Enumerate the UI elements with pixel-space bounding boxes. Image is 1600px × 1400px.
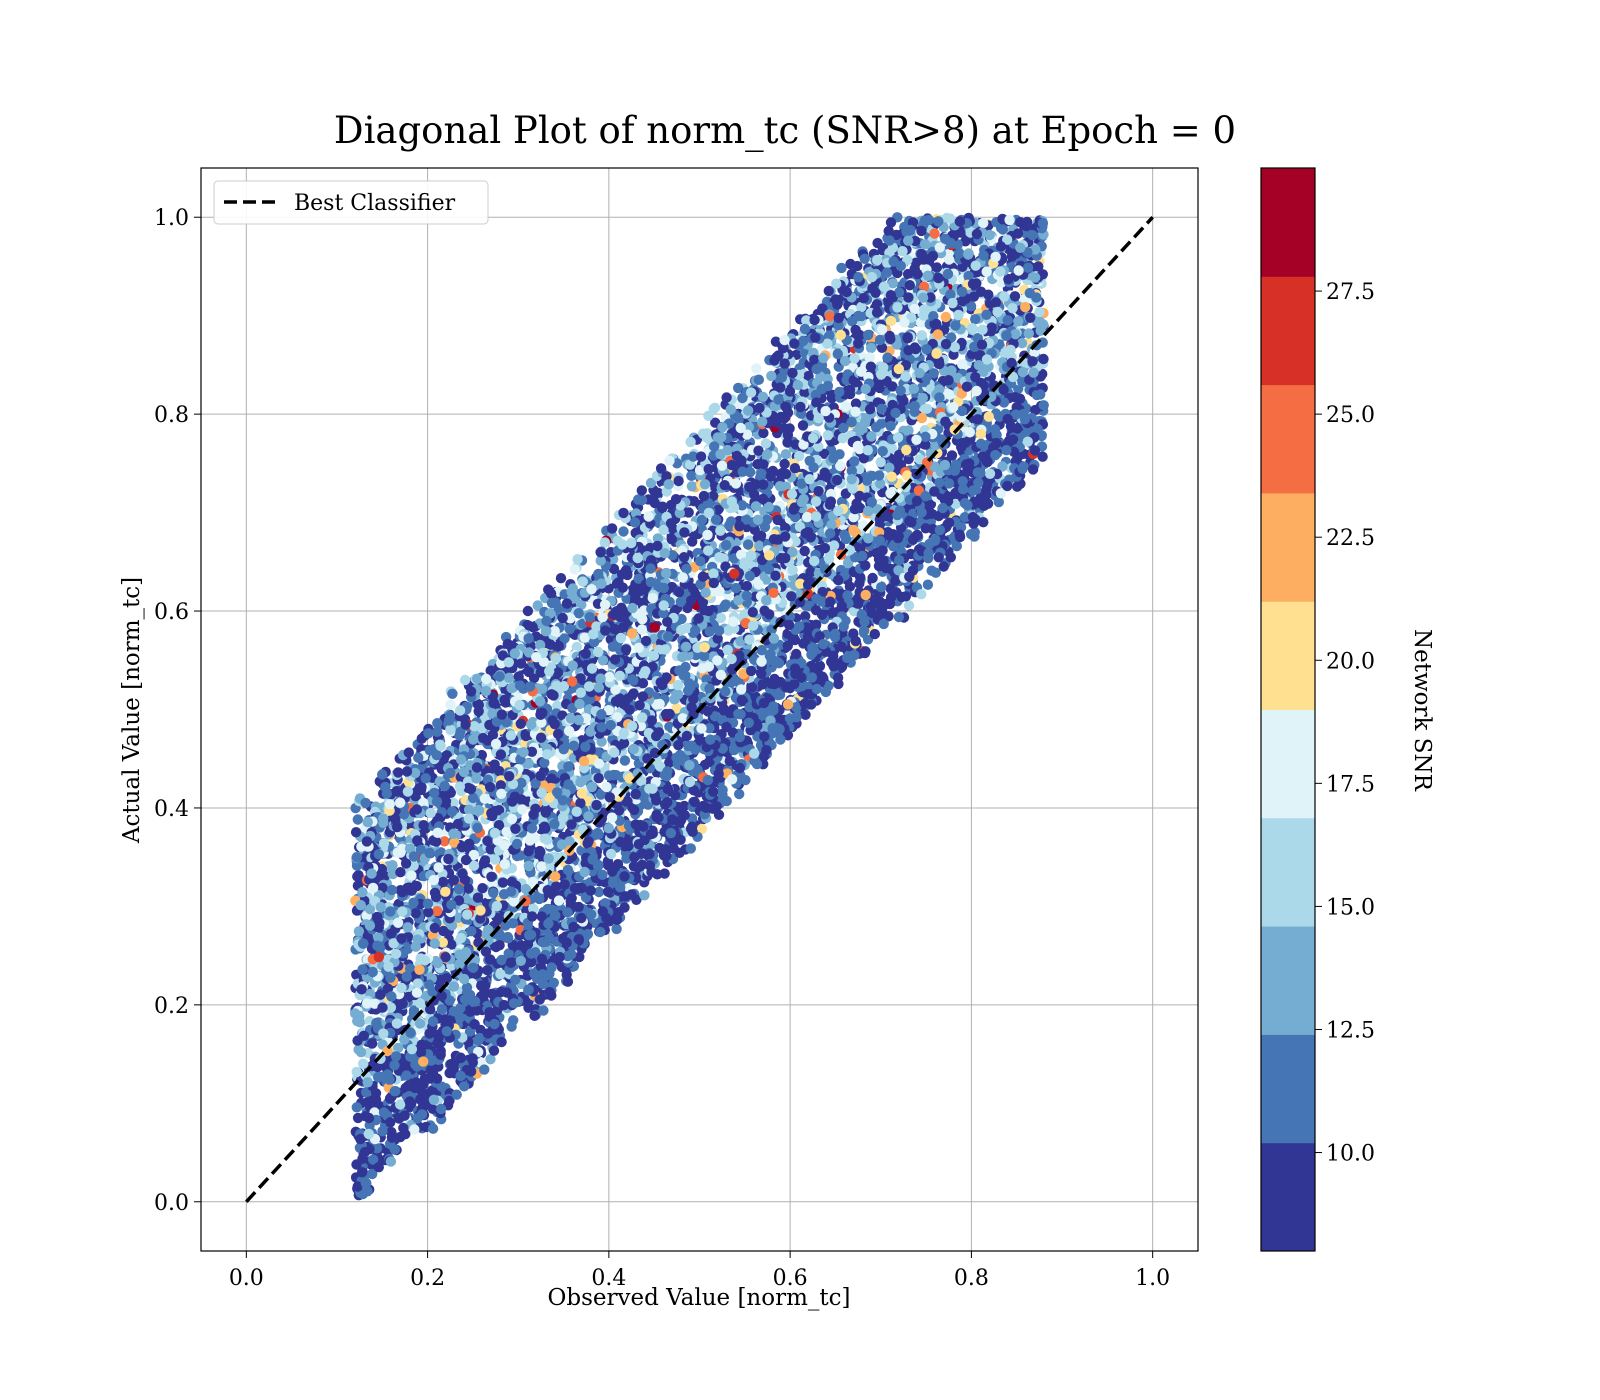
data-point [931,262,943,273]
data-point [353,926,365,937]
data-point [596,736,607,747]
data-point [823,680,834,691]
data-point [667,814,678,825]
data-point [633,573,644,584]
data-point [611,923,622,935]
data-point [351,860,363,871]
data-point [618,507,629,519]
data-point [597,655,609,666]
data-point [686,481,698,492]
data-point [472,892,484,903]
data-point [592,827,603,839]
data-point [444,1067,455,1079]
data-point [687,536,698,547]
data-point [409,1124,420,1135]
data-point [445,699,456,710]
data-point [751,363,762,374]
data-point [1030,404,1041,416]
data-point [859,253,870,264]
data-point [730,582,742,594]
chart-title: Diagonal Plot of norm_tc (SNR>8) at Epoc… [334,109,1236,153]
data-point [925,499,937,510]
data-point [893,611,905,623]
data-point [571,641,582,653]
data-point [628,804,640,816]
data-point [940,311,951,323]
data-point [800,611,811,622]
data-point [546,773,557,784]
data-point [618,526,629,537]
data-point [917,392,928,404]
data-point [780,449,792,460]
data-point [916,330,927,341]
data-point [734,788,745,800]
data-point [455,932,467,944]
plot-area: 0.0 0.2 0.4 0.6 0.8 1.0 0.00.20.40.60.81.0 [154,167,1199,1291]
data-point [1012,228,1024,239]
data-point [733,382,744,394]
data-point [683,507,694,518]
data-point [938,561,949,572]
data-point [770,336,782,347]
data-point [503,948,514,959]
data-point [916,589,927,600]
data-point [965,301,977,312]
data-point [993,496,1004,508]
data-point [970,314,981,325]
data-point [385,928,397,939]
data-point [482,965,493,976]
data-point [995,241,1007,252]
data-point [922,579,934,590]
data-point [559,879,570,890]
data-point [355,1047,367,1058]
data-point [463,883,474,894]
data-point [758,427,769,439]
data-point [997,461,1008,472]
data-point [819,467,830,478]
data-point [477,883,488,894]
data-point [439,836,450,847]
data-point [652,533,664,544]
data-point [836,262,847,274]
data-point [1014,393,1026,404]
data-point [715,612,727,624]
data-point [555,573,567,584]
data-point [671,703,682,714]
data-point [606,523,618,534]
data-point [828,453,839,464]
data-point [835,460,846,472]
data-point [819,448,830,459]
data-point [427,1123,439,1134]
data-point [840,401,851,412]
data-point [599,537,610,548]
data-point [522,605,534,617]
data-point [779,458,790,470]
data-point [944,517,955,528]
data-points [349,212,1049,1201]
data-point [352,814,363,825]
data-point [645,477,657,489]
data-point [619,755,631,766]
